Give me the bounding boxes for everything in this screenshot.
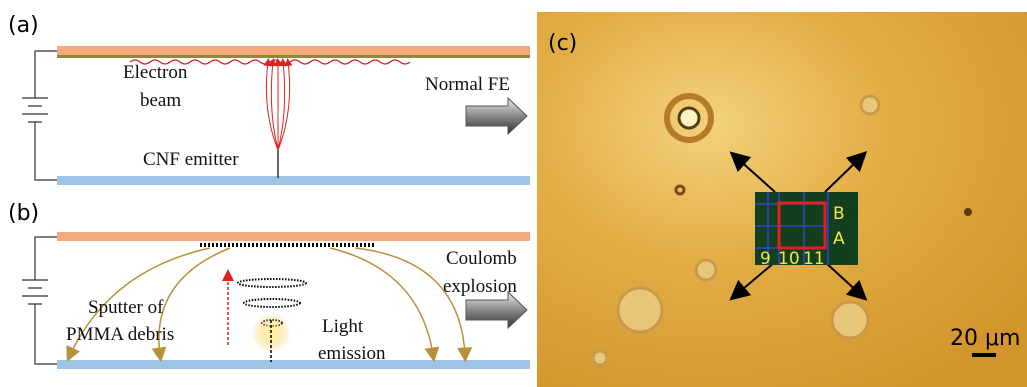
arrow-label: Normal FE	[425, 74, 510, 95]
arrow-label: explosion	[443, 276, 517, 297]
emitter-label: CNF emitter	[143, 149, 239, 170]
panel-b: (b) Sputter of PMMA debris Light emissio…	[8, 201, 530, 369]
cathode	[57, 360, 530, 369]
process-arrow	[466, 98, 527, 134]
coating	[57, 55, 530, 58]
circuit	[22, 237, 57, 364]
process-arrow	[466, 292, 527, 328]
region-label: A	[833, 229, 845, 249]
beam-label: beam	[140, 90, 181, 111]
cathode	[57, 176, 530, 185]
region-label: B	[833, 204, 845, 224]
panel-c: (c) B A 9 10 11 20 μm	[537, 12, 1027, 387]
column-label: 10	[778, 249, 800, 269]
beam-fan	[266, 62, 289, 150]
panel-label: (b)	[8, 201, 39, 226]
scale-bar-label: 20 μm	[950, 326, 1020, 351]
column-label: 9	[760, 249, 771, 269]
figure: (a) Electron beam CNF emitter Normal FE …	[0, 0, 1027, 387]
arrow-label: Coulomb	[446, 248, 517, 269]
circuit	[22, 51, 57, 180]
scale-bar	[972, 353, 996, 357]
emission-label: Light	[322, 316, 364, 337]
anode	[57, 232, 530, 241]
panel-label: (c)	[548, 31, 577, 56]
panel-a: (a) Electron beam CNF emitter Normal FE	[8, 13, 530, 185]
anode	[57, 46, 530, 55]
panel-label: (a)	[8, 13, 39, 38]
debris-label: Sputter of	[88, 297, 164, 318]
debris-label: PMMA debris	[66, 324, 174, 345]
column-label: 11	[803, 249, 825, 269]
emission-label: emission	[318, 343, 386, 364]
beam-label: Electron	[123, 62, 188, 83]
